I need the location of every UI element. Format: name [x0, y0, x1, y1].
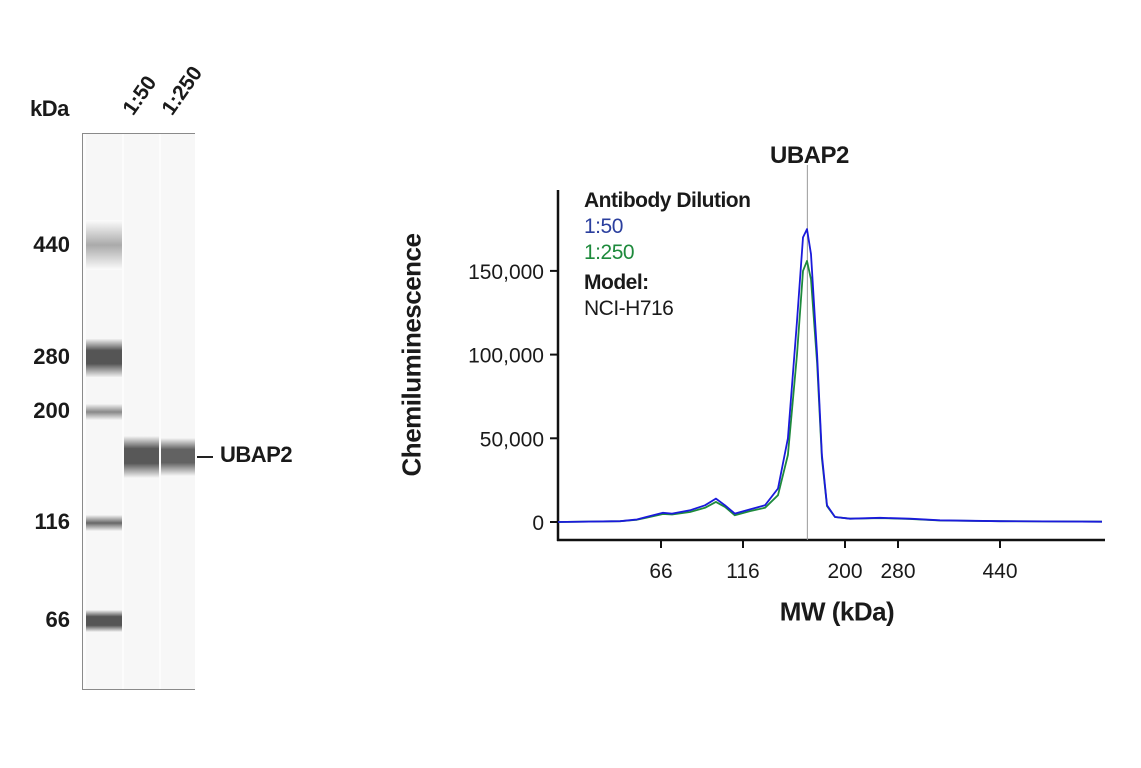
target-pointer-line: [197, 456, 213, 458]
ladder-band-116: [86, 515, 122, 531]
ladder-band-440: [86, 220, 122, 270]
x-tick-label: 440: [982, 560, 1017, 583]
marker-label-66: 66: [45, 607, 70, 632]
ladder-lane: [86, 134, 122, 689]
sample-lane-1-250: [161, 134, 195, 689]
marker-label-200: 200: [33, 398, 70, 423]
gel-image: [82, 133, 195, 690]
x-tick-label: 200: [827, 560, 862, 583]
legend-model-value: NCI-H716: [584, 297, 674, 320]
x-tick-label: 66: [649, 560, 672, 583]
y-tick-label: 150,000: [468, 261, 544, 284]
x-tick-label: 280: [880, 560, 915, 583]
sample-lane-1-50: [124, 134, 159, 689]
ubap2-band-1-50: [124, 436, 159, 478]
series-line-1-50: [557, 228, 1103, 523]
legend-model-heading: Model:: [584, 271, 649, 294]
chart-title: UBAP2: [770, 142, 849, 169]
legend-heading: Antibody Dilution: [584, 189, 751, 212]
legend: Antibody Dilution 1:50 1:250 Model: NCI-…: [584, 188, 751, 322]
y-tick-label: 0: [532, 512, 544, 535]
marker-label-440: 440: [33, 232, 70, 257]
y-tick-label: 50,000: [480, 428, 544, 451]
target-label: UBAP2: [220, 442, 293, 467]
x-tick-label: 116: [726, 560, 759, 583]
legend-entry-1-50: 1:50: [584, 215, 623, 238]
marker-label-280: 280: [33, 344, 70, 369]
ladder-band-66: [86, 610, 122, 632]
y-tick-label: 100,000: [468, 345, 544, 368]
marker-label-116: 116: [34, 509, 71, 534]
legend-entry-1-250: 1:250: [584, 241, 635, 264]
ladder-band-200: [86, 404, 122, 420]
y-axis-label: Chemiluminescence: [396, 233, 427, 477]
ubap2-band-1-250: [161, 438, 195, 476]
ladder-band-280: [86, 339, 122, 377]
x-axis-label: MW (kDa): [779, 596, 895, 627]
kda-unit-label: kDa: [30, 96, 69, 121]
